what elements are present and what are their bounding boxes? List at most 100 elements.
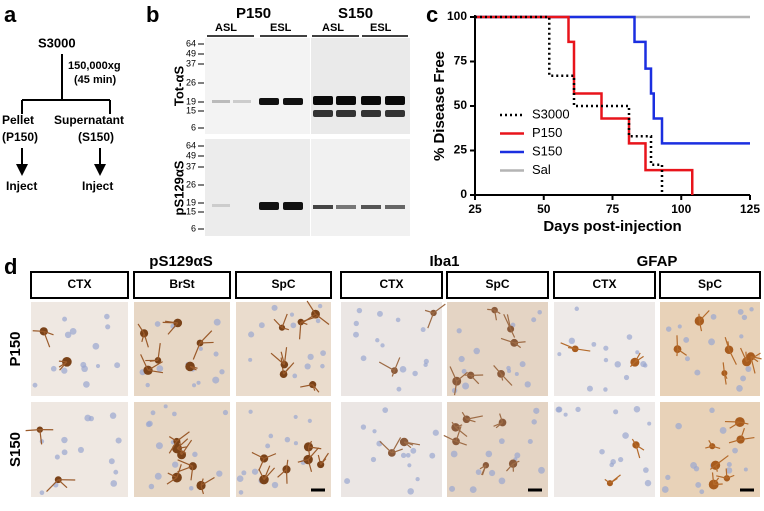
nucleus bbox=[382, 407, 389, 413]
nucleus bbox=[83, 381, 90, 388]
process bbox=[166, 477, 178, 485]
process bbox=[466, 415, 483, 420]
marker-label: 64 bbox=[186, 140, 196, 150]
nucleus bbox=[568, 337, 576, 345]
nucleus bbox=[458, 355, 465, 363]
nucleus bbox=[154, 321, 161, 327]
histology-grid: pS129αS CTX BrSt SpC Iba1 CTX SpC GFAP CTX SpC P15… bbox=[7, 253, 762, 497]
nucleus bbox=[591, 341, 597, 347]
nucleus bbox=[69, 327, 77, 335]
process bbox=[281, 327, 290, 331]
process bbox=[143, 333, 149, 348]
process bbox=[200, 478, 204, 486]
legend-label: S150 bbox=[532, 143, 562, 158]
group-label: P150 bbox=[236, 5, 271, 22]
process bbox=[32, 330, 44, 332]
nucleus bbox=[154, 472, 162, 480]
process bbox=[192, 342, 201, 360]
nucleus bbox=[108, 458, 115, 465]
process bbox=[300, 315, 318, 323]
nucleus bbox=[268, 433, 274, 439]
marker-label: 49 bbox=[186, 150, 196, 160]
pellet-label: Pellet bbox=[2, 113, 34, 127]
process bbox=[379, 440, 393, 454]
nucleus bbox=[61, 436, 68, 444]
process bbox=[427, 312, 435, 329]
nucleus bbox=[665, 474, 671, 480]
nucleus bbox=[145, 421, 152, 428]
survival-line bbox=[475, 15, 694, 195]
process bbox=[725, 468, 728, 479]
nucleus bbox=[745, 365, 752, 372]
process bbox=[609, 474, 621, 484]
process bbox=[455, 424, 463, 428]
process bbox=[506, 463, 514, 472]
lane-label: ASL bbox=[215, 22, 237, 34]
nucleus bbox=[498, 438, 505, 445]
nucleus bbox=[110, 480, 118, 487]
nucleus bbox=[695, 481, 702, 488]
supernatant-label: (S150) bbox=[78, 130, 114, 144]
blot bbox=[311, 38, 410, 134]
y-tick-label: 75 bbox=[454, 54, 468, 68]
process bbox=[176, 446, 188, 450]
process bbox=[739, 421, 749, 425]
nucleus bbox=[635, 350, 640, 355]
process bbox=[273, 318, 283, 329]
process bbox=[634, 355, 644, 363]
process bbox=[177, 459, 194, 467]
nucleus bbox=[423, 362, 428, 368]
nucleus bbox=[647, 421, 652, 426]
nucleus bbox=[622, 432, 629, 439]
nucleus bbox=[485, 450, 493, 458]
nucleus bbox=[290, 322, 297, 329]
region-label: BrSt bbox=[169, 277, 194, 291]
micrograph bbox=[134, 402, 230, 497]
process bbox=[25, 429, 40, 432]
process bbox=[495, 422, 503, 429]
lane-label: ESL bbox=[370, 22, 392, 34]
process bbox=[298, 322, 302, 340]
process bbox=[168, 436, 178, 442]
spin-label: (45 min) bbox=[74, 74, 117, 86]
process bbox=[258, 468, 265, 480]
nucleus bbox=[599, 448, 605, 455]
nucleus bbox=[293, 441, 298, 446]
process bbox=[308, 446, 322, 450]
blot bbox=[205, 139, 310, 236]
process bbox=[297, 458, 309, 463]
nucleus bbox=[109, 412, 117, 419]
nucleus bbox=[538, 466, 545, 474]
process bbox=[560, 342, 576, 350]
nucleus bbox=[456, 328, 462, 334]
inject-label: Inject bbox=[6, 179, 37, 193]
nucleus bbox=[105, 324, 111, 330]
process bbox=[176, 431, 190, 442]
process bbox=[461, 411, 468, 420]
y-tick-label: 0 bbox=[460, 187, 467, 201]
process bbox=[740, 428, 746, 440]
process bbox=[604, 478, 611, 484]
region-box bbox=[30, 271, 129, 299]
nucleus bbox=[475, 469, 482, 475]
nucleus bbox=[675, 422, 682, 430]
x-tick-label: 25 bbox=[468, 202, 482, 216]
nucleus bbox=[172, 411, 177, 417]
process bbox=[270, 352, 285, 366]
nucleus bbox=[315, 318, 321, 324]
nucleus bbox=[488, 469, 496, 477]
nucleus bbox=[699, 489, 705, 495]
region-label: SpC bbox=[272, 277, 296, 291]
nucleus bbox=[743, 467, 748, 472]
y-axis-label: % Disease Free bbox=[431, 51, 448, 161]
region-label: CTX bbox=[380, 277, 404, 291]
nucleus bbox=[375, 338, 380, 343]
nucleus bbox=[415, 476, 420, 482]
row-label: S150 bbox=[7, 432, 24, 467]
process bbox=[317, 454, 322, 465]
nucleus bbox=[320, 363, 325, 369]
marker-label: 19 bbox=[186, 96, 196, 106]
process bbox=[739, 347, 748, 362]
nucleus bbox=[113, 469, 119, 475]
